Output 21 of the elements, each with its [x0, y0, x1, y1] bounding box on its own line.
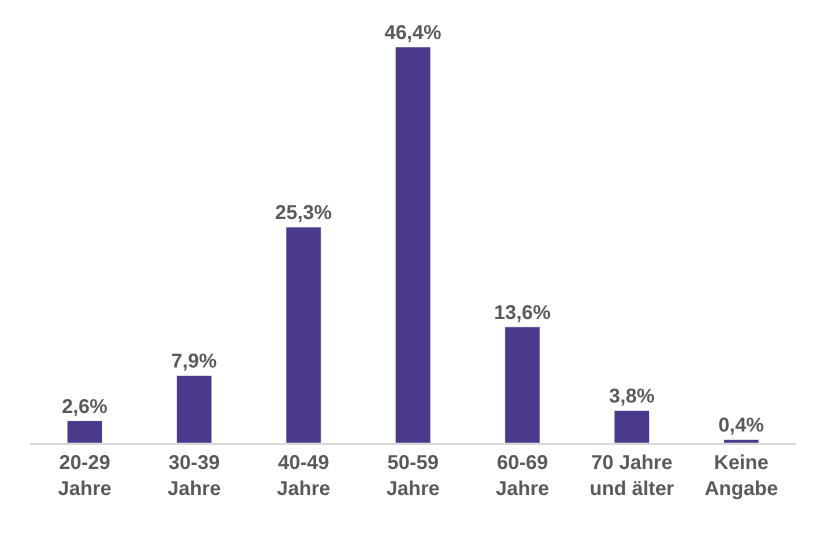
- data-label: 2,6%: [62, 396, 108, 418]
- x-tick-label: 70 Jahre und älter: [590, 452, 674, 500]
- bar: [724, 439, 760, 443]
- data-label: 7,9%: [171, 350, 218, 373]
- x-tick-label: 40-49 Jahre: [276, 452, 330, 500]
- bar: [395, 47, 431, 443]
- bar: [176, 375, 212, 443]
- bar: [504, 326, 540, 443]
- bar: [66, 420, 102, 443]
- x-tick-label: Keine Angabe: [704, 452, 778, 500]
- data-label: 13,6%: [494, 302, 551, 324]
- data-label: 0,4%: [718, 414, 764, 437]
- bar: [286, 226, 322, 443]
- data-label: 3,8%: [608, 386, 655, 408]
- data-label: 46,4%: [384, 22, 442, 44]
- data-label: 25,3%: [275, 202, 332, 224]
- x-tick-label: 60-69 Jahre: [496, 452, 550, 500]
- x-tick-label: 20-29 Jahre: [58, 452, 112, 500]
- bar: [614, 410, 650, 443]
- x-tick-label: 50-59 Jahre: [386, 452, 440, 500]
- x-tick-label: 30-39 Jahre: [167, 452, 221, 500]
